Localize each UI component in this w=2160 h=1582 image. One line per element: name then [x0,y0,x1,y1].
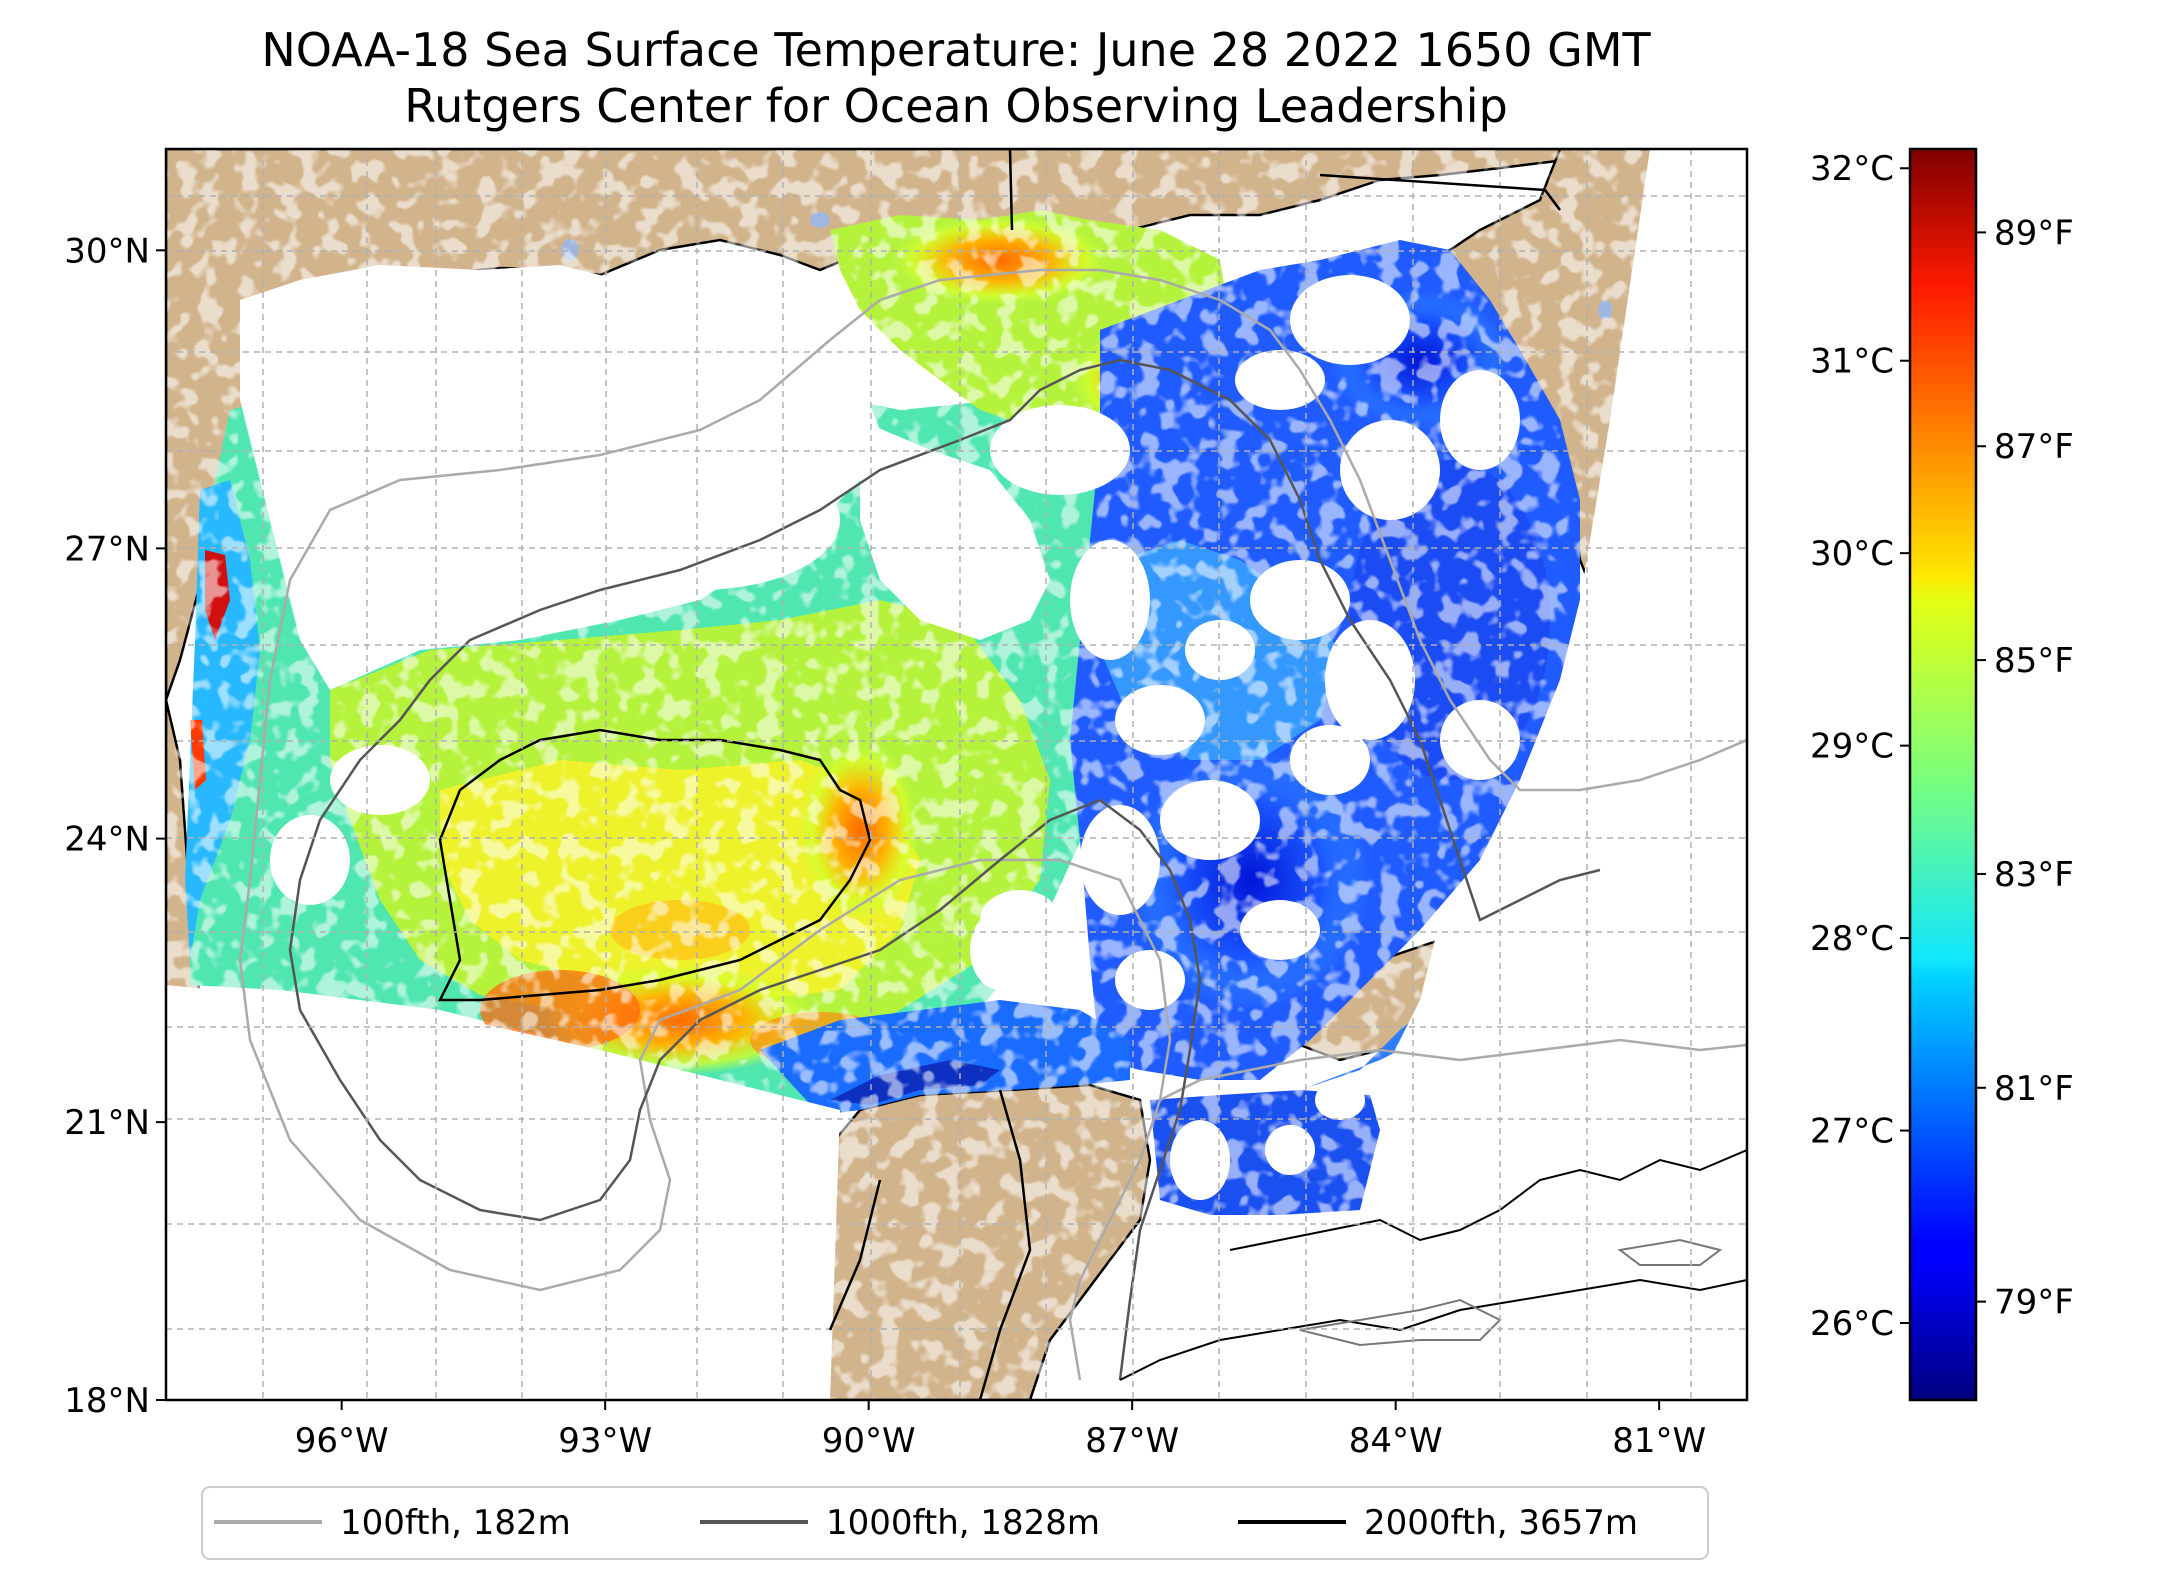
colorbar-gradient [1908,147,1978,1402]
lon-tick-label: 81°W [1612,1421,1706,1461]
lat-tick-label: 21°N [64,1103,150,1143]
cloud-mask [166,149,1747,1400]
lat-tick-label: 18°N [64,1381,150,1421]
colorbar: 26°C 27°C 28°C 29°C 30°C 31°C 32°C 79°F 81°F 83°… [1810,147,2074,1402]
figure-subtitle: Rutgers Center for Ocean Observing Leade… [404,79,1508,133]
state-borders [828,149,1561,1400]
colorbar-celsius-ticks: 26°C 27°C 28°C 29°C 30°C 31°C 32°C [1810,149,1910,1344]
lon-tick-label: 96°W [295,1421,389,1461]
celsius-tick-label: 26°C [1810,1304,1894,1344]
celsius-tick-label: 27°C [1810,1112,1894,1152]
legend-box [201,1486,1709,1560]
lat-tick-label: 24°N [64,820,150,860]
legend-label-100fth: 100fth, 182m [340,1503,571,1543]
figure-title: NOAA-18 Sea Surface Temperature: June 28… [261,23,1651,77]
fahrenheit-tick-label: 83°F [1994,855,2074,895]
fahrenheit-tick-label: 89°F [1994,213,2074,253]
lon-tick-label: 87°W [1085,1421,1179,1461]
latitude-axis: 18°N 21°N 24°N 27°N 30°N [64,231,166,1421]
lon-tick-label: 90°W [822,1421,916,1461]
celsius-tick-label: 28°C [1810,919,1894,959]
legend-label-1000fth: 1000fth, 1828m [826,1503,1100,1543]
contour-2000fth [437,728,872,1002]
map-frame [164,147,1749,1402]
fahrenheit-tick-label: 79°F [1994,1283,2074,1323]
colorbar-fahrenheit-ticks: 79°F 81°F 83°F 85°F 87°F 89°F [1976,213,2074,1323]
lat-tick-label: 27°N [64,529,150,569]
lon-tick-label: 93°W [558,1421,652,1461]
lon-tick-label: 84°W [1349,1421,1443,1461]
fahrenheit-tick-label: 81°F [1994,1069,2074,1109]
bathymetry-contours [238,268,1747,1381]
fahrenheit-tick-label: 87°F [1994,427,2074,467]
celsius-tick-label: 30°C [1810,534,1894,574]
lat-tick-label: 30°N [64,231,150,271]
celsius-tick-label: 29°C [1810,727,1894,767]
celsius-tick-label: 31°C [1810,342,1894,382]
contour-1000fth [288,358,1601,1381]
contour-legend: 100fth, 182m 1000fth, 1828m 2000fth, 365… [201,1486,1709,1560]
contour-100fth [238,268,1747,1381]
longitude-axis: 96°W 93°W 90°W 87°W 84°W 81°W [295,1400,1706,1461]
celsius-tick-label: 32°C [1810,149,1894,189]
legend-label-2000fth: 2000fth, 3657m [1364,1503,1638,1543]
map-panel [166,149,1747,1400]
fahrenheit-tick-label: 85°F [1994,641,2074,681]
